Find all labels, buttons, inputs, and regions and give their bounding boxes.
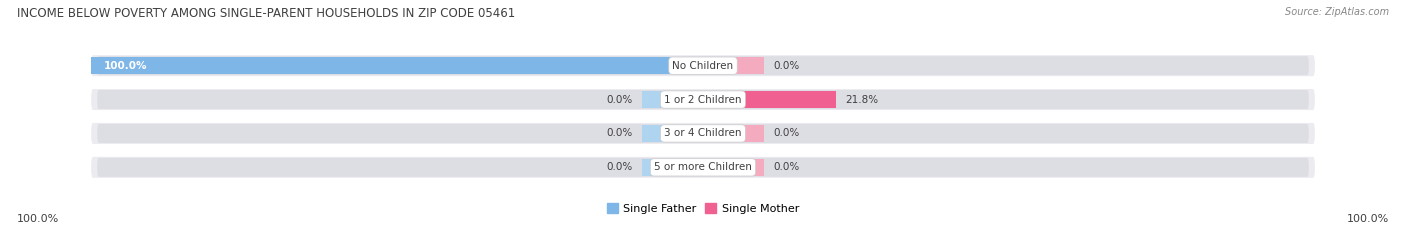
FancyBboxPatch shape bbox=[97, 124, 1309, 143]
Bar bbox=[641, 125, 703, 142]
Text: 1 or 2 Children: 1 or 2 Children bbox=[664, 95, 742, 105]
FancyBboxPatch shape bbox=[91, 55, 1315, 76]
Text: 3 or 4 Children: 3 or 4 Children bbox=[664, 128, 742, 138]
Bar bbox=[703, 91, 837, 108]
FancyBboxPatch shape bbox=[97, 90, 1309, 109]
Bar bbox=[703, 125, 765, 142]
FancyBboxPatch shape bbox=[97, 56, 1309, 75]
Text: 0.0%: 0.0% bbox=[606, 128, 633, 138]
Text: 0.0%: 0.0% bbox=[606, 95, 633, 105]
Bar bbox=[641, 91, 703, 108]
Text: 21.8%: 21.8% bbox=[845, 95, 879, 105]
Text: No Children: No Children bbox=[672, 61, 734, 71]
Text: 0.0%: 0.0% bbox=[606, 162, 633, 172]
Text: Source: ZipAtlas.com: Source: ZipAtlas.com bbox=[1285, 7, 1389, 17]
Text: 100.0%: 100.0% bbox=[17, 214, 59, 224]
Legend: Single Father, Single Mother: Single Father, Single Mother bbox=[602, 199, 804, 218]
FancyBboxPatch shape bbox=[97, 158, 1309, 177]
Text: 100.0%: 100.0% bbox=[1347, 214, 1389, 224]
Text: 0.0%: 0.0% bbox=[773, 61, 800, 71]
Text: 0.0%: 0.0% bbox=[773, 128, 800, 138]
Text: 100.0%: 100.0% bbox=[104, 61, 146, 71]
Text: 5 or more Children: 5 or more Children bbox=[654, 162, 752, 172]
FancyBboxPatch shape bbox=[91, 157, 1315, 178]
Bar bbox=[703, 57, 765, 75]
Bar bbox=[641, 158, 703, 176]
Bar bbox=[703, 158, 765, 176]
FancyBboxPatch shape bbox=[91, 89, 1315, 110]
Bar bbox=[91, 57, 703, 75]
Text: INCOME BELOW POVERTY AMONG SINGLE-PARENT HOUSEHOLDS IN ZIP CODE 05461: INCOME BELOW POVERTY AMONG SINGLE-PARENT… bbox=[17, 7, 515, 20]
FancyBboxPatch shape bbox=[91, 123, 1315, 144]
Text: 0.0%: 0.0% bbox=[773, 162, 800, 172]
